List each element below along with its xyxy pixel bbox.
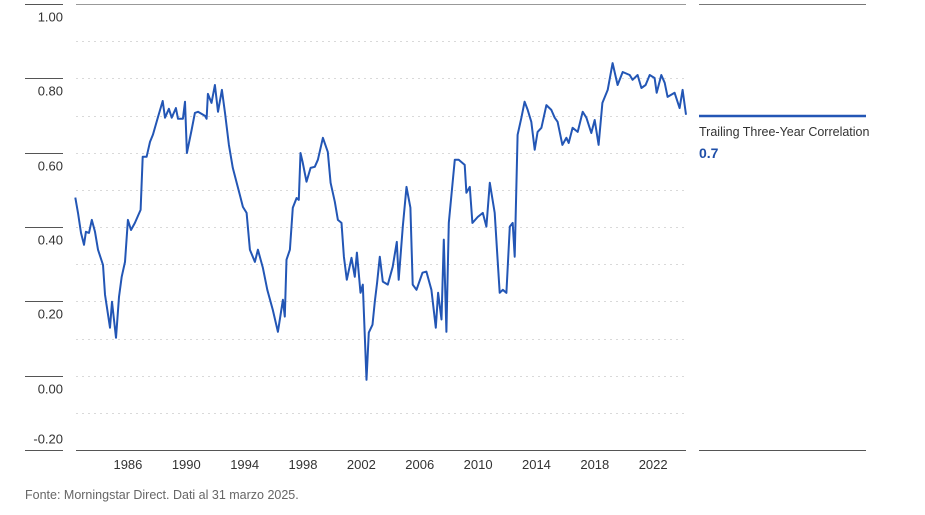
y-tick-label: 0.80 (38, 84, 63, 99)
x-tick-label: 1986 (113, 457, 142, 472)
gridlines (76, 4, 686, 451)
x-tick-label: 1990 (172, 457, 201, 472)
series-line-trailing-correlation (74, 62, 687, 381)
series-layer (74, 62, 687, 381)
x-tick-label: 1998 (289, 457, 318, 472)
y-tick-label: 0.40 (38, 233, 63, 248)
x-tick-label: 2014 (522, 457, 551, 472)
x-tick-label: 2006 (405, 457, 434, 472)
y-tick-label: 0.60 (38, 159, 63, 174)
y-tick-label: 0.00 (38, 382, 63, 397)
x-tick-label: 2002 (347, 457, 376, 472)
x-tick-label: 2018 (580, 457, 609, 472)
legend-label: Trailing Three-Year Correlation (699, 125, 870, 139)
x-tick-label: 1994 (230, 457, 259, 472)
y-axis: 1.00 0.80 0.60 0.40 0.20 0.00 -0.20 (25, 4, 63, 451)
y-tick-label: 0.20 (38, 307, 63, 322)
y-tick-label: -0.20 (33, 432, 63, 447)
x-axis: 1986 1990 1994 1998 2002 2006 2010 2014 2018 2022 (113, 457, 667, 472)
x-tick-label: 2010 (464, 457, 493, 472)
source-note: Fonte: Morningstar Direct. Dati al 31 ma… (25, 488, 299, 502)
legend-value: 0.7 (699, 145, 719, 161)
legend: Trailing Three-Year Correlation 0.7 (699, 4, 870, 451)
y-tick-label: 1.00 (38, 10, 63, 25)
x-tick-label: 2022 (639, 457, 668, 472)
